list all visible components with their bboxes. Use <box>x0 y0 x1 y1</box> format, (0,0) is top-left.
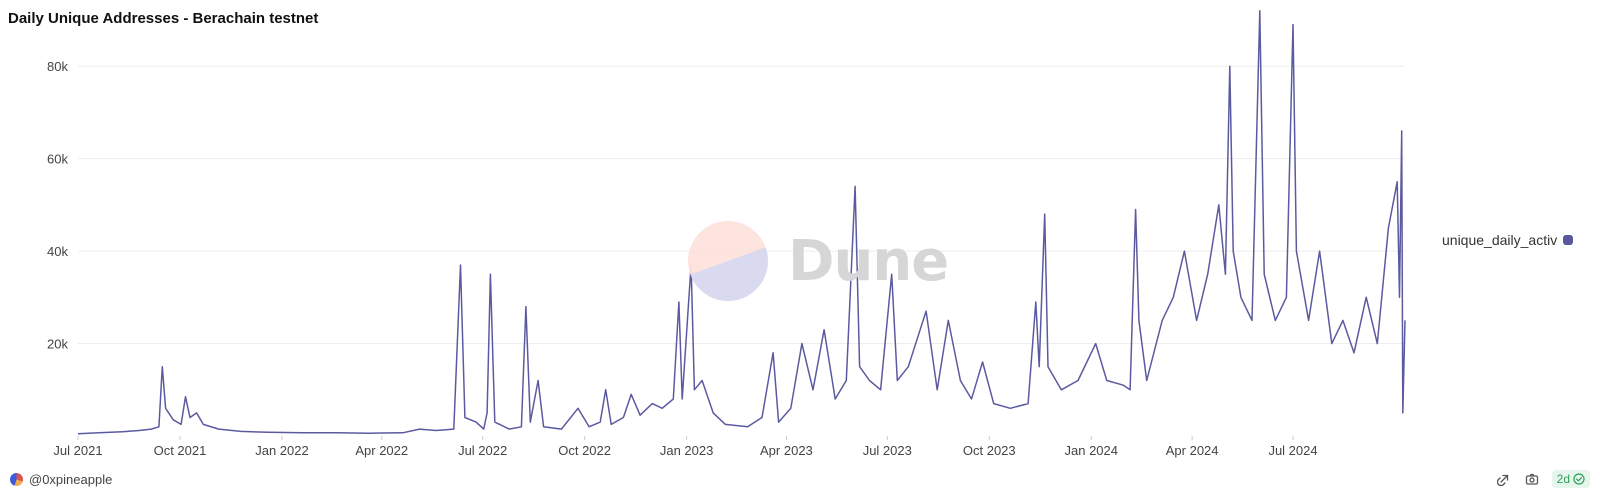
y-tick-label: 20k <box>47 337 68 352</box>
legend-label: unique_daily_activ <box>1442 232 1558 248</box>
y-tick-label: 40k <box>47 244 68 259</box>
x-tick-label: Oct 2023 <box>963 443 1016 458</box>
author-name: @0xpineapple <box>29 472 113 487</box>
check-circle-icon <box>1573 473 1585 485</box>
x-tick-label: Apr 2024 <box>1166 443 1219 458</box>
x-tick-label: Oct 2022 <box>558 443 611 458</box>
x-tick-label: Jan 2024 <box>1065 443 1119 458</box>
footer-actions: 2d <box>1496 470 1590 488</box>
x-tick-label: Oct 2021 <box>154 443 207 458</box>
x-tick-label: Jul 2021 <box>53 443 102 458</box>
x-axis: Jul 2021 Oct 2021 Jan 2022 Apr 2022 Jul 2022… <box>53 436 1318 458</box>
y-axis: 20k 40k 60k 80k <box>47 59 68 351</box>
y-tick-label: 80k <box>47 59 68 74</box>
badge-text: 2d <box>1556 472 1570 486</box>
series-line <box>77 10 1406 435</box>
refresh-age-badge[interactable]: 2d <box>1551 470 1590 488</box>
x-tick-label: Jul 2022 <box>458 443 507 458</box>
camera-icon[interactable] <box>1524 471 1540 487</box>
gridlines <box>78 65 1405 345</box>
x-tick-label: Jul 2023 <box>863 443 912 458</box>
chart-title: Daily Unique Addresses - Berachain testn… <box>8 10 319 27</box>
legend: unique_daily_activ <box>1442 232 1574 248</box>
x-tick-label: Apr 2022 <box>355 443 408 458</box>
x-tick-label: Jul 2024 <box>1268 443 1317 458</box>
legend-swatch <box>1563 235 1574 245</box>
x-tick-label: Apr 2023 <box>760 443 813 458</box>
x-tick-label: Jan 2023 <box>660 443 714 458</box>
author-credit[interactable]: @0xpineapple <box>10 472 112 487</box>
series-layer <box>77 10 1406 435</box>
avatar <box>10 473 23 486</box>
share-icon[interactable] <box>1496 471 1512 487</box>
x-tick-label: Jan 2022 <box>255 443 309 458</box>
y-tick-label: 60k <box>47 152 68 167</box>
